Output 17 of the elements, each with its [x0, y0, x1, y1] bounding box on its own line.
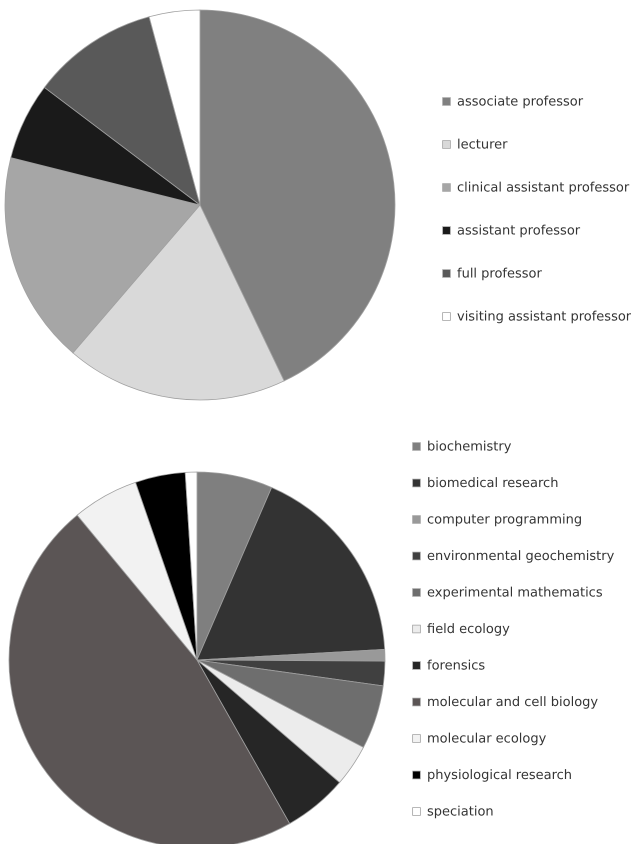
legend-label: assistant professor: [457, 224, 581, 238]
legend-label: visiting assistant professor: [457, 310, 631, 324]
legend-label: forensics: [427, 658, 486, 674]
legend-label: biochemistry: [427, 440, 512, 454]
legend-label: biomedical research: [427, 476, 558, 491]
legend-label: associate professor: [457, 94, 584, 110]
legend-label: experimental mathematics: [427, 586, 603, 600]
legend-label: field ecology: [427, 622, 510, 637]
legend-label: speciation: [427, 804, 494, 820]
legend-label: clinical assistant professor: [457, 180, 630, 196]
legend-label: environmental geochemistry: [427, 549, 615, 564]
legend-label: molecular and cell biology: [427, 695, 598, 710]
legend-label: molecular ecology: [427, 732, 547, 746]
legend-label: full professor: [457, 266, 543, 282]
legend-label: physiological research: [427, 768, 572, 783]
legend-label: computer programming: [427, 512, 582, 528]
legend-label: lecturer: [457, 138, 508, 152]
